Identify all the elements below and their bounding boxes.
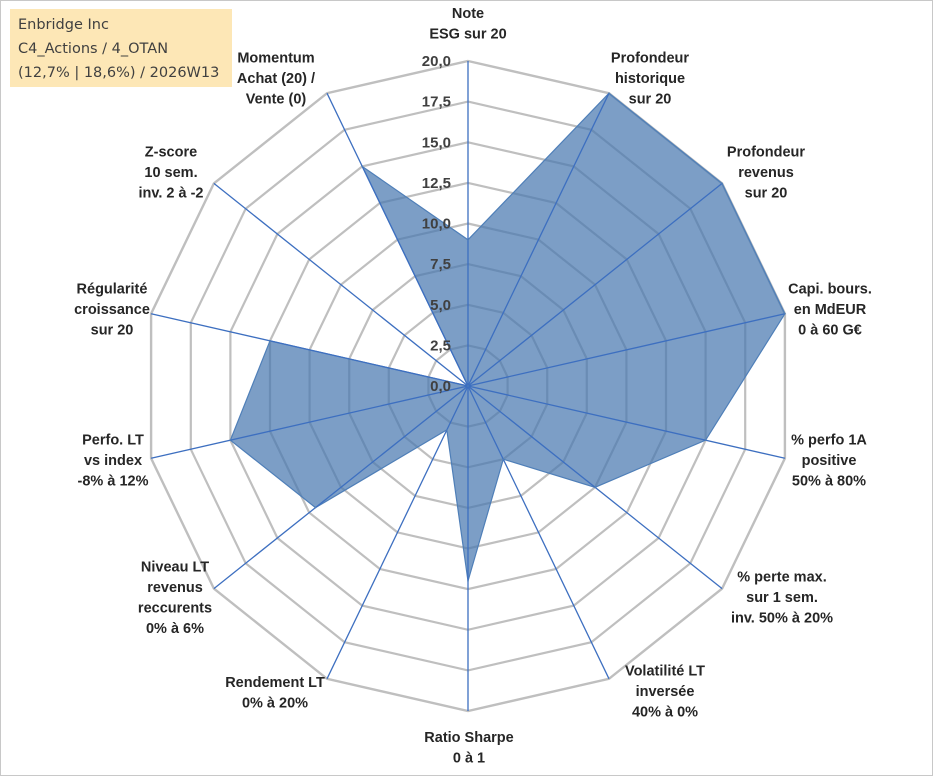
axis-label-line: 50% à 80% — [792, 474, 866, 490]
axis-label-line: Achat (20) / — [237, 71, 315, 87]
tick-label: 2,5 — [430, 337, 451, 354]
data-point — [704, 439, 707, 442]
axis-label: Note ESG sur 20 — [429, 6, 506, 43]
axis-label-line: inv. 2 à -2 — [138, 186, 203, 202]
data-point — [784, 312, 786, 315]
axis-label: Régularité croissance sur 20 — [74, 282, 150, 339]
axis-label-line: Note — [452, 6, 484, 22]
axis-label-line: 0 à 60 G€ — [798, 323, 862, 339]
axis-label-line: 40% à 0% — [632, 705, 698, 721]
axis-label-line: ESG sur 20 — [429, 26, 506, 42]
company-name: Enbridge Inc — [18, 17, 109, 33]
axis-label-line: Régularité — [77, 282, 148, 298]
axis-label-line: Z-score — [145, 145, 197, 161]
tick-label: 20,0 — [422, 53, 451, 70]
tick-label: 7,5 — [430, 256, 451, 273]
axis-spoke — [467, 313, 786, 387]
axis-spoke — [326, 385, 469, 680]
axis-label-line: Profondeur — [727, 145, 805, 161]
tick-label: 17,5 — [422, 94, 451, 111]
axis-label-line: revenus — [738, 165, 794, 181]
tick-label: 15,0 — [422, 134, 451, 151]
axis-label-line: Vente (0) — [246, 92, 307, 108]
axis-spoke — [467, 385, 610, 680]
axis-label-line: Momentum — [237, 51, 314, 67]
axis-label: Volatilité LT inversée 40% à 0% — [625, 664, 705, 721]
axis-label: Rendement LT 0% à 20% — [225, 675, 325, 712]
data-point — [467, 580, 469, 582]
axis-label: Profondeur revenus sur 20 — [727, 145, 805, 202]
axis-label-line: % perfo 1A — [791, 433, 867, 449]
data-point — [269, 340, 271, 342]
axis-label-line: sur 20 — [91, 323, 134, 339]
axis-label-line: revenus — [147, 580, 203, 596]
axis-label: Momentum Achat (20) / Vente (0) — [237, 51, 315, 108]
axis-spoke — [213, 385, 469, 590]
axis-label-line: Profondeur — [611, 51, 689, 67]
data-point — [314, 506, 317, 509]
axis-label-line: Perfo. LT — [82, 433, 144, 449]
axis-label-line: croissance — [74, 302, 150, 318]
axis-label-line: Capi. bours. — [788, 282, 872, 298]
data-point — [594, 486, 596, 489]
axis-label-line: inv. 50% à 20% — [731, 611, 833, 627]
axis-spoke — [213, 182, 469, 387]
data-point — [467, 385, 469, 387]
tick-label: 0,0 — [430, 378, 451, 395]
axis-label-line: sur 1 sem. — [746, 590, 818, 606]
axis-label-line: sur 20 — [629, 92, 672, 108]
tick-label: 5,0 — [430, 297, 451, 314]
axis-label-line: Volatilité LT — [625, 664, 705, 680]
axis-label-line: 0% à 6% — [146, 621, 204, 637]
data-point — [361, 165, 364, 168]
axis-label-line: -8% à 12% — [78, 474, 149, 490]
axis-label: % perte max. sur 1 sem. inv. 50% à 20% — [731, 570, 833, 627]
data-point — [229, 439, 232, 442]
axis-label-line: historique — [615, 71, 685, 87]
axis-label: % perfo 1A positive 50% à 80% — [791, 433, 867, 490]
chart-title-box: Enbridge Inc C4_Actions / 4_OTAN (12,7% … — [10, 9, 232, 87]
axis-label: Perfo. LT vs index -8% à 12% — [78, 433, 149, 490]
axis-label: Capi. bours. en MdEUR 0 à 60 G€ — [788, 282, 872, 339]
data-point — [467, 239, 469, 241]
axis-spoke — [150, 385, 469, 459]
axis-spoke — [467, 182, 723, 387]
axis-spoke — [150, 313, 469, 387]
axis-label-line: inversée — [636, 684, 695, 700]
axis-label-line: reccurents — [138, 600, 212, 616]
axis-label-line: 10 sem. — [144, 165, 197, 181]
axis-label-line: 0% à 20% — [242, 695, 308, 711]
axis-label-line: 0 à 1 — [453, 750, 485, 766]
axis-label: Niveau LT revenus reccurents 0% à 6% — [138, 559, 212, 637]
performance-label: (12,7% | 18,6%) / 2026W13 — [18, 65, 220, 81]
axis-label: Ratio Sharpe 0 à 1 — [424, 730, 513, 767]
data-point — [608, 92, 610, 94]
tick-label: 12,5 — [422, 175, 451, 192]
axis-label-line: positive — [802, 453, 857, 469]
axis-spoke — [326, 92, 469, 387]
tick-label: 10,0 — [422, 216, 451, 233]
axis-label-line: sur 20 — [745, 186, 788, 202]
axis-label: Profondeur historique sur 20 — [611, 51, 689, 108]
data-point — [502, 458, 505, 461]
category-label: C4_Actions / 4_OTAN — [18, 41, 169, 57]
axis-label-line: en MdEUR — [794, 302, 867, 318]
axis-label-line: Niveau LT — [141, 559, 209, 575]
data-point — [721, 182, 723, 185]
axis-spoke — [467, 92, 610, 387]
axis-label: Z-score 10 sem. inv. 2 à -2 — [138, 145, 203, 202]
axis-spoke — [467, 385, 786, 459]
axis-label-line: Rendement LT — [225, 675, 325, 691]
axis-label-line: vs index — [84, 453, 142, 469]
data-point — [446, 429, 448, 431]
axis-label-line: Ratio Sharpe — [424, 730, 513, 746]
axis-label-line: % perte max. — [737, 570, 826, 586]
